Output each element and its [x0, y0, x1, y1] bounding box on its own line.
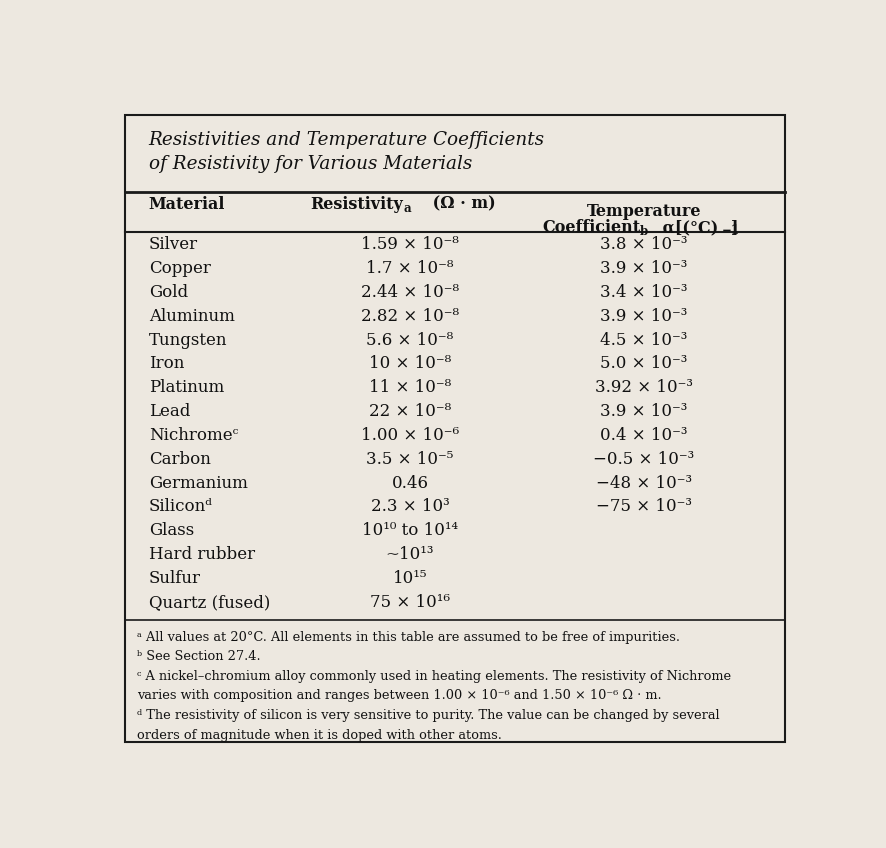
Text: of Resistivity for Various Materials: of Resistivity for Various Materials [149, 155, 471, 173]
Text: 3.92 × 10⁻³: 3.92 × 10⁻³ [594, 379, 692, 396]
Text: b: b [640, 225, 648, 237]
Text: Material: Material [149, 196, 225, 213]
Text: Resistivities and Temperature Coefficients: Resistivities and Temperature Coefficien… [149, 131, 544, 149]
Text: 1.7 × 10⁻⁸: 1.7 × 10⁻⁸ [366, 260, 454, 277]
Text: ~10¹³: ~10¹³ [385, 546, 433, 563]
Text: Platinum: Platinum [149, 379, 223, 396]
Text: 2.82 × 10⁻⁸: 2.82 × 10⁻⁸ [361, 308, 459, 325]
Text: Germanium: Germanium [149, 475, 247, 492]
Text: Lead: Lead [149, 403, 190, 420]
Text: 3.9 × 10⁻³: 3.9 × 10⁻³ [599, 260, 687, 277]
Text: Temperature: Temperature [586, 203, 700, 220]
Text: 4.5 × 10⁻³: 4.5 × 10⁻³ [599, 332, 687, 349]
Text: 1.59 × 10⁻⁸: 1.59 × 10⁻⁸ [361, 237, 458, 254]
Text: 3.8 × 10⁻³: 3.8 × 10⁻³ [599, 237, 687, 254]
Text: Siliconᵈ: Siliconᵈ [149, 499, 213, 516]
Text: varies with composition and ranges between 1.00 × 10⁻⁶ and 1.50 × 10⁻⁶ Ω · m.: varies with composition and ranges betwe… [136, 689, 661, 702]
Text: −75 × 10⁻³: −75 × 10⁻³ [595, 499, 691, 516]
Text: orders of magnitude when it is doped with other atoms.: orders of magnitude when it is doped wit… [136, 728, 501, 742]
Text: Aluminum: Aluminum [149, 308, 234, 325]
Text: Resistivity: Resistivity [310, 196, 402, 213]
Text: ᵇ See Section 27.4.: ᵇ See Section 27.4. [136, 650, 260, 663]
Text: Coefficient: Coefficient [541, 220, 640, 237]
Text: 3.4 × 10⁻³: 3.4 × 10⁻³ [599, 284, 687, 301]
Text: 1.00 × 10⁻⁶: 1.00 × 10⁻⁶ [361, 427, 459, 444]
Text: 22 × 10⁻⁸: 22 × 10⁻⁸ [369, 403, 451, 420]
Text: (Ω · m): (Ω · m) [427, 196, 495, 213]
Text: 5.6 × 10⁻⁸: 5.6 × 10⁻⁸ [366, 332, 453, 349]
Text: Silver: Silver [149, 237, 198, 254]
Text: 3.9 × 10⁻³: 3.9 × 10⁻³ [599, 308, 687, 325]
Text: Iron: Iron [149, 355, 184, 372]
Text: 10 × 10⁻⁸: 10 × 10⁻⁸ [369, 355, 451, 372]
Text: −0.5 × 10⁻³: −0.5 × 10⁻³ [593, 451, 694, 468]
Text: α[(°C): α[(°C) [657, 220, 718, 237]
Text: 3.9 × 10⁻³: 3.9 × 10⁻³ [599, 403, 687, 420]
Text: Carbon: Carbon [149, 451, 210, 468]
Text: 3.5 × 10⁻⁵: 3.5 × 10⁻⁵ [366, 451, 453, 468]
Text: Copper: Copper [149, 260, 210, 277]
Text: −1: −1 [720, 224, 738, 237]
Text: ᵈ The resistivity of silicon is very sensitive to purity. The value can be chang: ᵈ The resistivity of silicon is very sen… [136, 709, 719, 722]
Text: 0.4 × 10⁻³: 0.4 × 10⁻³ [599, 427, 687, 444]
Text: ᶜ A nickel–chromium alloy commonly used in heating elements. The resistivity of : ᶜ A nickel–chromium alloy commonly used … [136, 670, 730, 683]
Text: 2.44 × 10⁻⁸: 2.44 × 10⁻⁸ [361, 284, 459, 301]
Text: 75 × 10¹⁶: 75 × 10¹⁶ [369, 594, 449, 611]
Text: Hard rubber: Hard rubber [149, 546, 254, 563]
Text: ]: ] [730, 220, 738, 237]
Text: 10¹⁵: 10¹⁵ [392, 570, 427, 587]
Text: 0.46: 0.46 [391, 475, 428, 492]
Text: Quartz (fused): Quartz (fused) [149, 594, 269, 611]
Text: Gold: Gold [149, 284, 188, 301]
Text: 2.3 × 10³: 2.3 × 10³ [370, 499, 449, 516]
Text: Glass: Glass [149, 522, 194, 539]
Text: Sulfur: Sulfur [149, 570, 200, 587]
Text: 5.0 × 10⁻³: 5.0 × 10⁻³ [599, 355, 687, 372]
Text: Tungsten: Tungsten [149, 332, 227, 349]
Text: Nichromeᶜ: Nichromeᶜ [149, 427, 237, 444]
Text: 11 × 10⁻⁸: 11 × 10⁻⁸ [369, 379, 451, 396]
Text: 10¹⁰ to 10¹⁴: 10¹⁰ to 10¹⁴ [361, 522, 457, 539]
Text: ᵃ All values at 20°C. All elements in this table are assumed to be free of impur: ᵃ All values at 20°C. All elements in th… [136, 631, 680, 644]
Text: −48 × 10⁻³: −48 × 10⁻³ [595, 475, 691, 492]
Text: a: a [402, 202, 410, 215]
